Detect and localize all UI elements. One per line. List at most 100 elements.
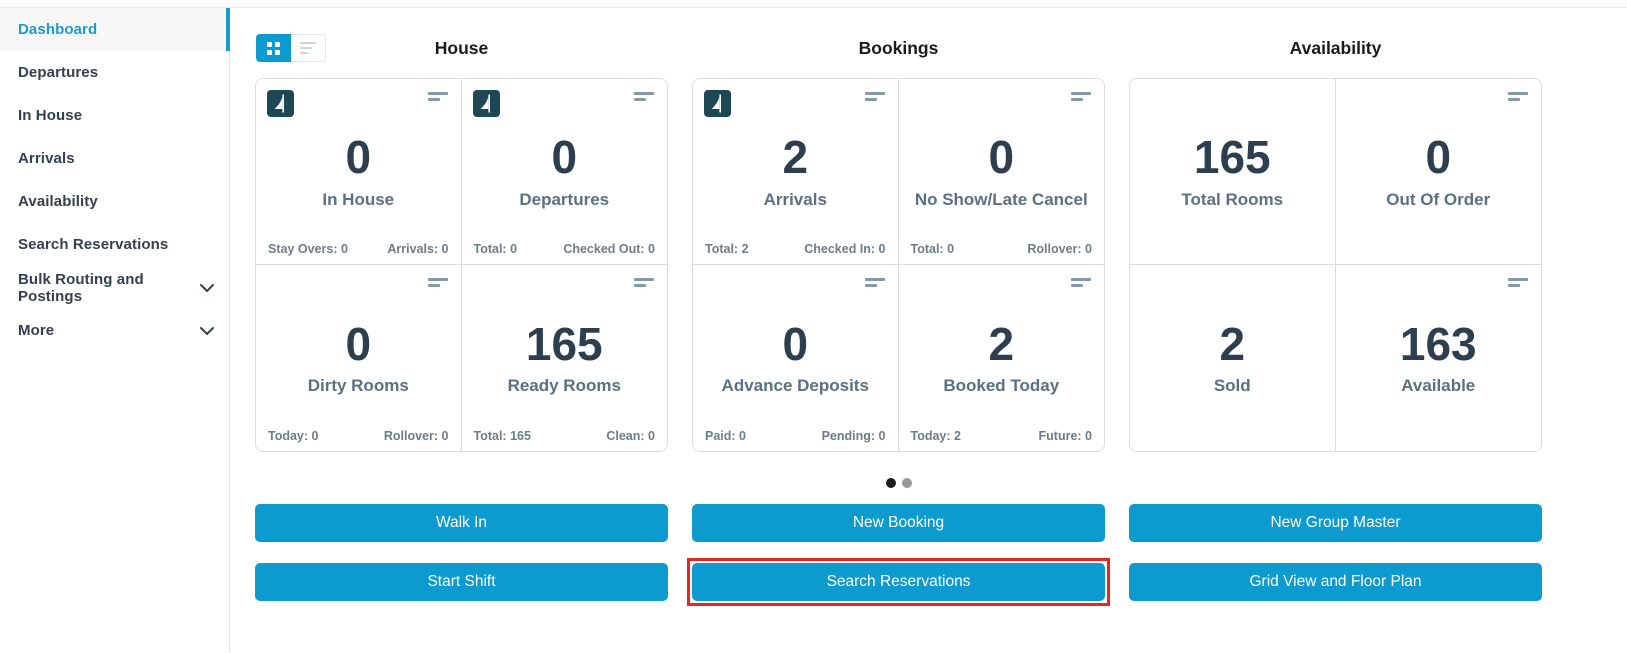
sidebar-item-dashboard[interactable]: Dashboard — [0, 8, 230, 51]
sidebar-item-departures[interactable]: Departures — [0, 51, 229, 94]
card-menu-icon[interactable] — [864, 278, 885, 287]
list-view-button[interactable] — [291, 34, 326, 62]
pagination-dot-2[interactable] — [902, 478, 912, 488]
stat-value: 0 — [1425, 131, 1452, 184]
bookings-panel: 2 Arrivals Total: 2 Checked In: 0 0 No S… — [692, 78, 1105, 452]
sidebar-item-more[interactable]: More — [0, 309, 229, 352]
search-reservations-button[interactable]: Search Reservations — [692, 563, 1105, 601]
stat-value: 0 — [345, 317, 372, 370]
stat-card-ready-rooms[interactable]: 165 Ready Rooms Total: 165 Clean: 0 — [462, 265, 668, 451]
stat-value: 0 — [551, 131, 578, 184]
availability-column: Availability 165 Total Rooms 0 Out Of Or… — [1129, 34, 1542, 452]
walk-in-button[interactable]: Walk In — [255, 504, 668, 542]
stat-label: Arrivals — [763, 189, 827, 209]
sidebar-item-label: Dashboard — [18, 21, 98, 38]
stat-footer-left: Today: 0 — [268, 429, 319, 443]
stat-footer-left: Total: 0 — [473, 242, 518, 256]
stat-value: 2 — [782, 131, 809, 184]
sidebar-item-label: In House — [18, 107, 83, 124]
stat-value: 0 — [782, 317, 809, 370]
sidebar-item-arrivals[interactable]: Arrivals — [0, 137, 229, 180]
stat-card-in-house[interactable]: 0 In House Stay Overs: 0 Arrivals: 0 — [256, 79, 462, 265]
stat-card-available[interactable]: 163 Available — [1336, 265, 1542, 451]
start-shift-button[interactable]: Start Shift — [255, 563, 668, 601]
card-menu-icon[interactable] — [427, 278, 448, 287]
stat-label: Available — [1401, 376, 1476, 396]
pagination-dot-1[interactable] — [886, 478, 896, 488]
card-menu-icon[interactable] — [864, 92, 885, 101]
section-title-availability: Availability — [1289, 38, 1382, 58]
stat-card-no-show[interactable]: 0 No Show/Late Cancel Total: 0 Rollover:… — [898, 79, 1104, 265]
card-menu-icon[interactable] — [1508, 278, 1528, 287]
stat-value: 2 — [1219, 317, 1246, 370]
stat-card-sold[interactable]: 2 Sold — [1130, 265, 1336, 451]
stat-footer-right: Pending: 0 — [821, 429, 886, 443]
stat-footer-right: Rollover: 0 — [383, 429, 449, 443]
stat-footer-right: Rollover: 0 — [1027, 242, 1092, 256]
stat-value: 2 — [988, 317, 1015, 370]
card-menu-icon[interactable] — [427, 92, 448, 101]
stat-card-advance-deposits[interactable]: 0 Advance Deposits Paid: 0 Pending: 0 — [693, 265, 899, 451]
card-menu-icon[interactable] — [1071, 278, 1091, 287]
carousel-pagination — [255, 478, 1543, 488]
stat-card-dirty-rooms[interactable]: 0 Dirty Rooms Today: 0 Rollover: 0 — [256, 265, 462, 451]
house-column: House 0 In House Stay Overs: 0 Arrivals:… — [255, 34, 668, 452]
grid-view-floor-plan-button[interactable]: Grid View and Floor Plan — [1129, 563, 1542, 601]
stat-footer-right: Checked In: 0 — [804, 242, 886, 256]
grid-view-button[interactable] — [256, 34, 291, 62]
stat-card-booked-today[interactable]: 2 Booked Today Today: 2 Future: 0 — [899, 265, 1105, 451]
stat-value: 0 — [988, 131, 1015, 184]
stat-card-arrivals[interactable]: 2 Arrivals Total: 2 Checked In: 0 — [693, 79, 899, 265]
stat-label: Dirty Rooms — [307, 376, 409, 396]
view-toggle — [256, 34, 326, 62]
stat-label: Departures — [519, 189, 610, 209]
availability-panel: 165 Total Rooms 0 Out Of Order 2 Sold — [1129, 78, 1542, 452]
card-menu-icon[interactable] — [634, 278, 654, 287]
stat-label: Sold — [1213, 376, 1251, 396]
stat-card-total-rooms[interactable]: 165 Total Rooms — [1130, 79, 1336, 265]
card-menu-icon[interactable] — [1508, 92, 1528, 101]
stat-label: No Show/Late Cancel — [914, 189, 1088, 209]
dashboard-main: House 0 In House Stay Overs: 0 Arrivals:… — [230, 8, 1627, 652]
stat-label: Advance Deposits — [721, 376, 869, 396]
stat-card-departures[interactable]: 0 Departures Total: 0 Checked Out: 0 — [461, 79, 667, 265]
new-group-master-button[interactable]: New Group Master — [1129, 504, 1542, 542]
card-menu-icon[interactable] — [634, 92, 654, 101]
stat-footer-right: Checked Out: 0 — [563, 242, 655, 256]
new-booking-button[interactable]: New Booking — [692, 504, 1105, 542]
stat-label: In House — [322, 189, 395, 209]
app-logo-icon — [704, 90, 731, 122]
stat-value: 165 — [1193, 131, 1271, 184]
stat-footer-left: Total: 165 — [473, 429, 531, 443]
stat-footer-left: Total: 2 — [705, 242, 749, 256]
stat-footer-right: Arrivals: 0 — [387, 242, 449, 256]
app-logo-icon — [472, 90, 500, 122]
stat-label: Out Of Order — [1386, 189, 1491, 209]
sidebar-item-label: Departures — [18, 64, 99, 81]
card-menu-icon[interactable] — [1071, 92, 1091, 101]
stat-footer-left: Today: 2 — [910, 429, 961, 443]
stat-footer-right: Future: 0 — [1038, 429, 1092, 443]
sidebar-item-label: Arrivals — [18, 150, 75, 167]
section-title-bookings: Bookings — [858, 38, 939, 58]
stat-label: Ready Rooms — [507, 376, 621, 396]
stat-value: 0 — [345, 131, 372, 184]
sidebar-item-bulk-routing[interactable]: Bulk Routing and Postings — [0, 266, 229, 309]
list-view-icon — [300, 42, 316, 54]
stat-card-out-of-order[interactable]: 0 Out Of Order — [1335, 79, 1541, 265]
sidebar-item-in-house[interactable]: In House — [0, 94, 229, 137]
stat-label: Booked Today — [943, 376, 1060, 396]
sidebar: Dashboard Departures In House Arrivals A… — [0, 8, 230, 652]
sidebar-item-availability[interactable]: Availability — [0, 180, 229, 223]
sidebar-item-label: Bulk Routing and Postings — [18, 270, 144, 305]
sidebar-item-label: Search Reservations — [18, 236, 169, 253]
stat-value: 165 — [525, 317, 603, 370]
stat-value: 163 — [1399, 317, 1477, 370]
top-strip — [0, 0, 1627, 8]
stat-label: Total Rooms — [1181, 189, 1284, 209]
app-logo-icon — [267, 90, 294, 122]
bookings-column: Bookings 2 Arrivals Total: 2 Checked In:… — [692, 34, 1105, 452]
sidebar-item-search-reservations[interactable]: Search Reservations — [0, 223, 229, 266]
chevron-down-icon — [200, 283, 214, 292]
sidebar-item-label: More — [18, 322, 55, 339]
